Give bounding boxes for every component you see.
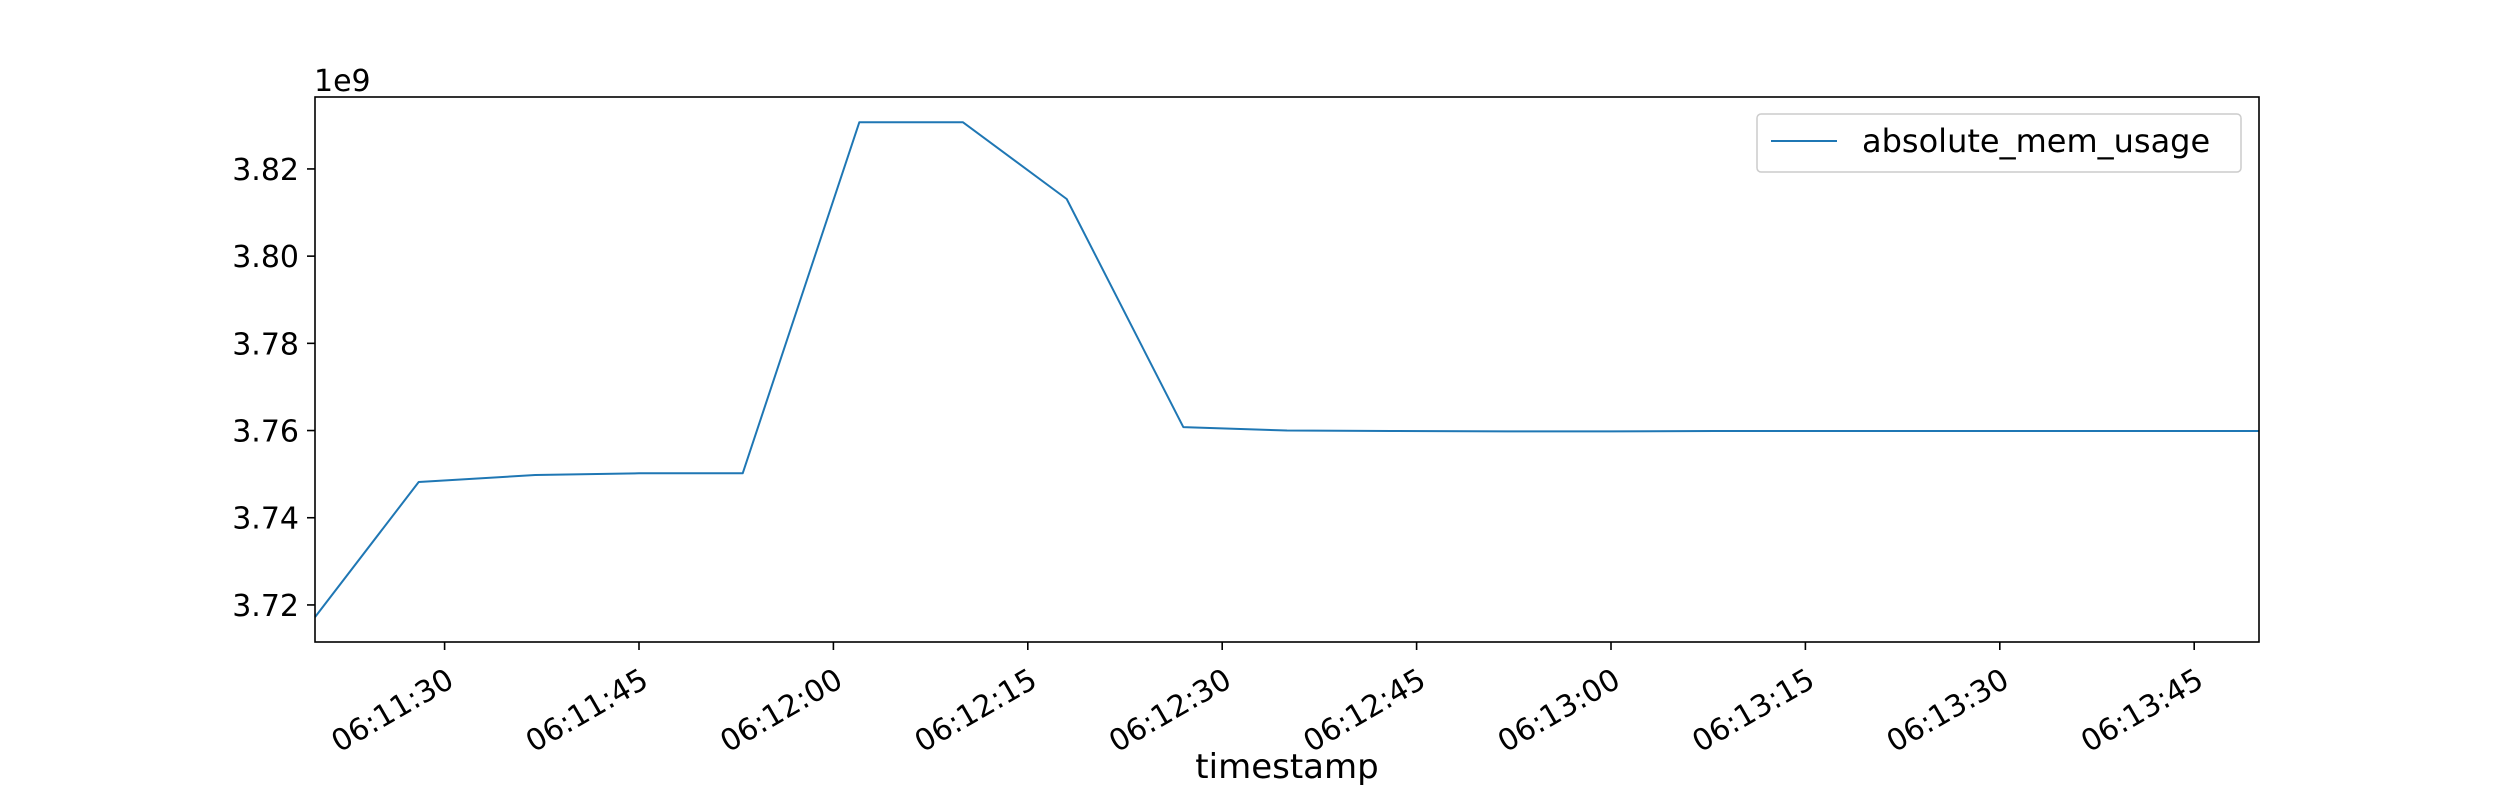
x-tick-label: 06:12:30 <box>1103 662 1237 760</box>
plot-frame <box>314 96 2260 643</box>
legend-box <box>1756 113 2242 173</box>
y-tick-label: 3.74 <box>232 502 299 537</box>
x-tick-label: 06:12:00 <box>714 662 848 760</box>
x-axis-label: timestamp <box>1195 747 1378 787</box>
x-tick-label: 06:11:30 <box>326 662 460 760</box>
series-layer <box>314 121 2259 618</box>
y-tick-label: 3.76 <box>232 415 299 450</box>
legend: absolute_mem_usage <box>1756 113 2242 173</box>
legend-label: absolute_mem_usage <box>1862 122 2210 160</box>
x-tick-label: 06:13:00 <box>1492 662 1626 760</box>
y-axis: 3.72 3.74 3.76 3.78 3.80 3.82 <box>232 153 315 624</box>
y-tick-label: 3.78 <box>232 327 299 362</box>
y-offset-label: 1e9 <box>314 64 371 99</box>
y-tick-label: 3.80 <box>232 240 299 275</box>
x-tick-label: 06:12:15 <box>909 662 1043 760</box>
x-tick-label: 06:13:15 <box>1686 662 1820 760</box>
x-tick-label: 06:13:30 <box>1881 662 2015 760</box>
x-tick-label: 06:12:45 <box>1298 662 1432 760</box>
series-line <box>314 121 2259 618</box>
x-tick-label: 06:13:45 <box>2075 662 2209 760</box>
y-tick-label: 3.72 <box>232 589 299 624</box>
y-tick-label: 3.82 <box>232 153 299 188</box>
x-axis: 06:11:30 06:11:45 06:12:00 06:12:15 06:12:30… <box>326 642 2209 760</box>
x-tick-label: 06:11:45 <box>520 662 654 760</box>
